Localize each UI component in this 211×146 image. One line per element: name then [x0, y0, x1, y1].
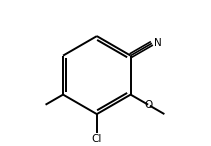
Text: Cl: Cl — [92, 134, 102, 144]
Text: N: N — [154, 38, 161, 48]
Text: O: O — [144, 100, 152, 110]
